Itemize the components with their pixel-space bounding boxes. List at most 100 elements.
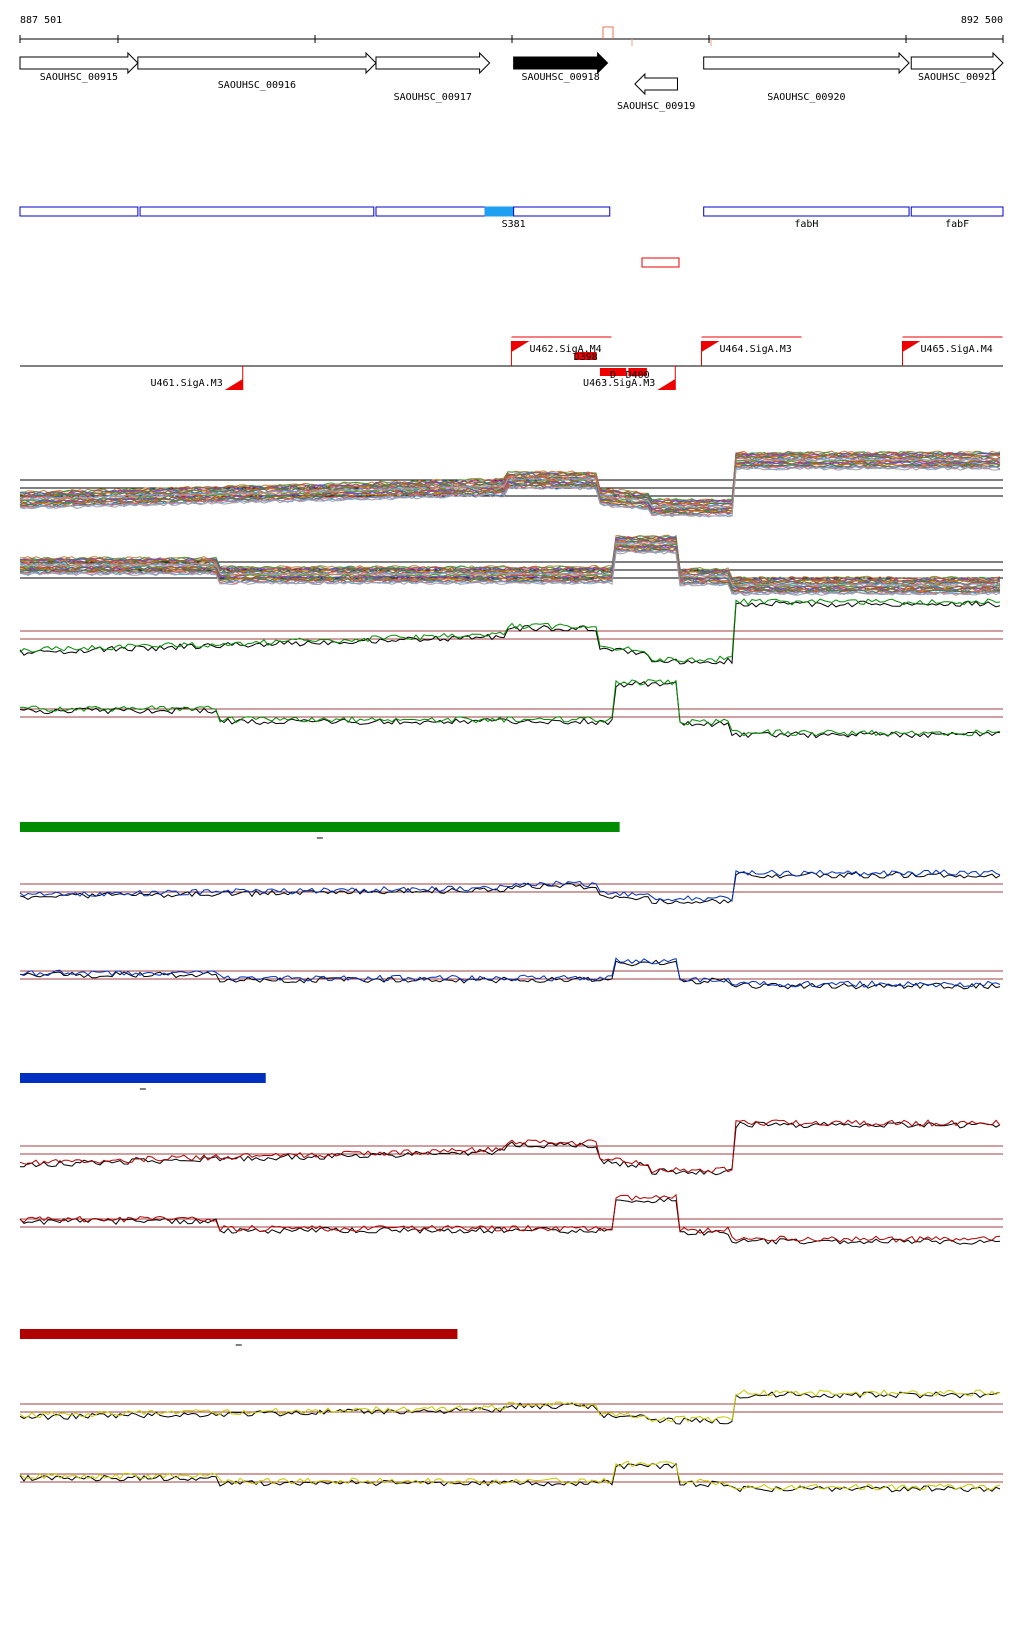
reference-profile bbox=[19, 871, 1001, 905]
gene-SAOUHSC_00920[interactable]: SAOUHSC_00920 bbox=[703, 51, 910, 103]
profile-green-minus bbox=[19, 957, 1003, 990]
overview-plus bbox=[19, 450, 1003, 518]
expression-profiles bbox=[19, 450, 1003, 1493]
profile-blue-plus bbox=[19, 1119, 1003, 1176]
profile-red-minus bbox=[19, 1460, 1003, 1493]
annotation-feature[interactable]: fabF bbox=[910, 206, 1004, 230]
sample-profile bbox=[19, 465, 1001, 516]
scale-ruler bbox=[19, 26, 1004, 46]
condition-profile bbox=[19, 957, 1001, 988]
profile-red-plus bbox=[19, 1389, 1003, 1425]
sample-profile bbox=[19, 537, 1001, 583]
end-coordinate: 892 500 bbox=[961, 15, 1003, 26]
start-coordinate: 887 501 bbox=[20, 15, 62, 26]
sample-profile bbox=[19, 461, 1001, 513]
reference-profile bbox=[19, 1391, 1001, 1425]
annotation-box[interactable] bbox=[910, 206, 1004, 217]
tu-label: U462.SigA.M4 bbox=[529, 344, 601, 355]
annotation-feature[interactable] bbox=[375, 206, 486, 217]
reference-profile bbox=[19, 959, 1001, 990]
gene-arrow[interactable] bbox=[137, 51, 377, 75]
reference-profile bbox=[19, 1197, 1001, 1245]
tu-U465.SigA.M4[interactable]: U465.SigA.M4 bbox=[902, 336, 1003, 366]
condition-profile bbox=[19, 598, 1001, 663]
condition-profile bbox=[19, 869, 1001, 903]
tu-label: U461.SigA.M3 bbox=[150, 378, 222, 389]
tu-flag[interactable] bbox=[224, 379, 243, 390]
small-rna-D398[interactable]: D398 bbox=[574, 352, 598, 363]
gene-arrow[interactable] bbox=[703, 51, 910, 75]
gene-arrow[interactable] bbox=[375, 51, 491, 75]
small-rna-label: D398 bbox=[574, 352, 598, 363]
gene-label: SAOUHSC_00920 bbox=[767, 92, 845, 103]
annotation-feature[interactable] bbox=[139, 206, 375, 217]
tu-flag[interactable] bbox=[701, 341, 720, 352]
transcription-unit-track: U461.SigA.M3 U462.SigA.M4 U463.SigA.M3 U464… bbox=[20, 336, 1003, 390]
tu-label: U465.SigA.M4 bbox=[921, 344, 993, 355]
gene-arrow[interactable] bbox=[910, 51, 1004, 75]
reference-profile bbox=[19, 1462, 1001, 1493]
gene-SAOUHSC_00921[interactable]: SAOUHSC_00921 bbox=[910, 51, 1004, 83]
tu-U461.SigA.M3[interactable]: U461.SigA.M3 bbox=[150, 366, 244, 390]
gene-label: SAOUHSC_00916 bbox=[218, 80, 296, 91]
gene-SAOUHSC_00919[interactable]: SAOUHSC_00919 bbox=[617, 72, 695, 112]
sample-profile bbox=[19, 466, 1001, 518]
condition-profile bbox=[19, 1460, 1001, 1491]
gene-label: SAOUHSC_00921 bbox=[918, 72, 996, 83]
tu-flag[interactable] bbox=[902, 341, 921, 352]
gene-label: SAOUHSC_00919 bbox=[617, 101, 695, 112]
gene-arrow[interactable] bbox=[513, 51, 609, 75]
condition-profile bbox=[19, 679, 1001, 737]
reference-profile bbox=[19, 1121, 1001, 1176]
sample-profile bbox=[19, 451, 1001, 503]
gene-SAOUHSC_00918[interactable]: SAOUHSC_00918 bbox=[513, 51, 609, 83]
condition-profile bbox=[19, 1119, 1001, 1174]
promoter-box bbox=[641, 257, 680, 268]
annotation-box[interactable] bbox=[703, 206, 910, 217]
profile-blue-minus bbox=[19, 1193, 1003, 1245]
small-rna-box[interactable] bbox=[628, 368, 647, 376]
annotation-box[interactable] bbox=[513, 206, 611, 217]
sample-profile bbox=[19, 550, 1001, 596]
sample-profile bbox=[19, 456, 1001, 508]
annotation-feature[interactable] bbox=[19, 206, 139, 217]
annotation-label: S381 bbox=[502, 219, 526, 230]
gene-SAOUHSC_00915[interactable]: SAOUHSC_00915 bbox=[19, 51, 139, 83]
condition-profile bbox=[19, 1389, 1001, 1423]
annotation-box[interactable] bbox=[375, 206, 486, 217]
gene-label: SAOUHSC_00918 bbox=[521, 72, 599, 83]
condition-bar-red bbox=[20, 1329, 458, 1339]
tu-U463.SigA.M3[interactable]: U463.SigA.M3 bbox=[583, 366, 676, 390]
annotation-box[interactable] bbox=[139, 206, 375, 217]
gene-label: SAOUHSC_00917 bbox=[394, 92, 472, 103]
sample-profile bbox=[19, 454, 1001, 505]
gene-label: SAOUHSC_00915 bbox=[40, 72, 118, 83]
annotation-label: fabH bbox=[794, 219, 818, 230]
small-rna-D400[interactable]: D400 bbox=[626, 368, 650, 381]
gene-SAOUHSC_00917[interactable]: SAOUHSC_00917 bbox=[375, 51, 491, 103]
small-rna-box[interactable] bbox=[574, 352, 597, 360]
gene-track: SAOUHSC_00915 SAOUHSC_00916 SAOUHSC_00917 S… bbox=[19, 51, 1004, 112]
gene-arrow[interactable] bbox=[634, 72, 678, 96]
annotation-label: fabF bbox=[945, 219, 969, 230]
tu-flag[interactable] bbox=[511, 341, 530, 352]
profile-green-minus bbox=[19, 679, 1003, 739]
small-rna-D[interactable]: D bbox=[599, 368, 627, 381]
gene-SAOUHSC_00916[interactable]: SAOUHSC_00916 bbox=[137, 51, 377, 91]
tu-flag[interactable] bbox=[657, 379, 676, 390]
annotation-feature[interactable] bbox=[513, 206, 611, 217]
condition-profile bbox=[19, 1193, 1001, 1243]
profile-green-plus bbox=[19, 869, 1003, 905]
gene-arrow[interactable] bbox=[19, 51, 139, 75]
tu-label: U464.SigA.M3 bbox=[720, 344, 792, 355]
annotation-feature[interactable]: fabH bbox=[703, 206, 910, 230]
tu-U464.SigA.M3[interactable]: U464.SigA.M3 bbox=[701, 336, 802, 366]
annotation-track: S381 fabH fabF bbox=[19, 206, 1004, 268]
small-rna-label: D bbox=[610, 370, 616, 381]
tu-label: U463.SigA.M3 bbox=[583, 378, 655, 389]
sample-profile bbox=[19, 545, 1001, 591]
tu-U462.SigA.M4[interactable]: U462.SigA.M4 bbox=[510, 336, 612, 366]
annotation-box[interactable] bbox=[19, 206, 139, 217]
small-rna-box[interactable] bbox=[599, 368, 627, 376]
